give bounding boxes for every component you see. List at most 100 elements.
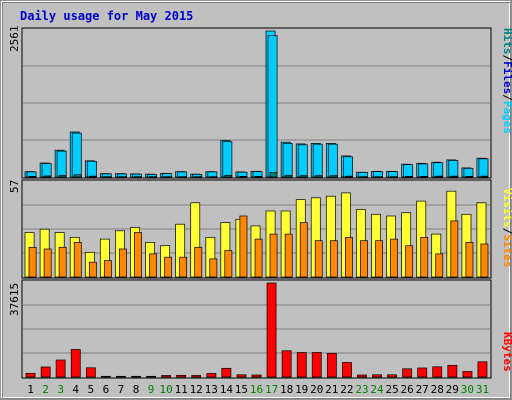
bar-sites: [360, 240, 368, 278]
panel-kbytes-max-label: 37615: [8, 283, 21, 316]
bar-kbytes: [161, 375, 172, 378]
bar-sites: [134, 232, 142, 278]
bar-sites: [194, 246, 203, 278]
bar-pages: [360, 176, 368, 178]
bar-pages: [239, 176, 248, 178]
x-tick-label: 14: [220, 383, 234, 396]
bar-pages: [345, 175, 353, 178]
x-tick-label: 9: [148, 383, 155, 396]
bar-files: [388, 171, 398, 178]
bar-kbytes: [402, 368, 413, 378]
bar-files: [448, 160, 459, 178]
legend-hits: Hits: [501, 28, 512, 55]
bar-kbytes: [311, 352, 322, 378]
x-tick-label: 16: [250, 383, 263, 396]
bar-kbytes: [432, 366, 443, 378]
bar-pages: [314, 175, 323, 178]
panel-visits-sites-max-label: 57: [8, 180, 21, 193]
bar-sites: [465, 242, 474, 278]
x-tick-label: 3: [57, 383, 64, 396]
bars-layer: [24, 30, 489, 378]
legend-hits-files-pages: Hits/Files/Pages: [501, 28, 512, 134]
bar-files: [312, 143, 323, 178]
bar-files: [56, 150, 67, 178]
x-axis-labels: 1 2 3 4 5 6 7 8 9 10 11 12 13 14 15 16 17 18 19 20 21 22 23 24 2…: [27, 383, 489, 396]
bar-sites: [480, 243, 489, 278]
bar-kbytes: [85, 367, 96, 378]
bar-kbytes: [372, 374, 382, 378]
bar-kbytes: [251, 374, 262, 378]
bar-pages: [73, 174, 82, 178]
bar-kbytes: [116, 375, 126, 378]
x-tick-label: 10: [159, 383, 172, 396]
bar-files: [433, 162, 444, 178]
bar-files: [418, 163, 429, 178]
bar-pages: [209, 176, 218, 178]
legend-visits: Visits: [501, 188, 512, 228]
bar-pages: [420, 176, 429, 178]
bar-sites: [224, 250, 233, 278]
legend-sites: Sites: [501, 234, 512, 267]
x-tick-label: 6: [103, 383, 110, 396]
bar-sites: [179, 256, 188, 278]
bar-sites: [450, 220, 459, 278]
bar-pages: [450, 175, 459, 178]
bar-pages: [119, 176, 127, 178]
bar-files: [297, 144, 308, 178]
bar-sites: [420, 237, 429, 278]
x-tick-label: 19: [295, 383, 308, 396]
bar-sites: [254, 238, 263, 278]
bar-kbytes: [462, 371, 473, 378]
bar-files: [343, 156, 353, 178]
bar-pages: [88, 175, 97, 178]
legend-visits-sites: Visits/Sites: [501, 188, 512, 268]
bar-sites: [119, 248, 127, 278]
panel-hits-files-pages-frame: [21, 27, 492, 179]
x-tick-label: 4: [72, 383, 79, 396]
bar-files: [86, 160, 97, 178]
bar-kbytes: [417, 367, 428, 378]
x-tick-label: 30: [461, 383, 474, 396]
x-tick-label: 21: [325, 383, 338, 396]
bar-pages: [435, 175, 444, 178]
bar-sites: [103, 260, 112, 278]
bar-kbytes: [296, 352, 307, 378]
x-tick-label: 27: [416, 383, 429, 396]
x-tick-label: 2: [42, 383, 49, 396]
bar-files: [373, 171, 383, 178]
x-tick-label: 13: [205, 383, 218, 396]
x-tick-label: 20: [310, 383, 323, 396]
bar-kbytes: [191, 375, 202, 378]
bar-sites: [329, 240, 338, 278]
bar-sites: [299, 222, 308, 278]
legend-sep-3: /: [501, 228, 512, 235]
legend-sep-2: /: [501, 94, 512, 101]
bar-kbytes: [206, 373, 217, 378]
x-tick-label: 18: [280, 383, 293, 396]
bar-kbytes: [221, 367, 232, 378]
bar-files: [403, 164, 414, 178]
x-tick-label: 11: [175, 383, 188, 396]
x-tick-label: 29: [446, 383, 459, 396]
x-tick-label: 23: [355, 383, 368, 396]
bar-files: [71, 132, 82, 178]
bar-sites: [73, 242, 82, 278]
bar-kbytes: [236, 374, 247, 378]
panel-visits-sites-frame: [21, 179, 492, 279]
bar-kbytes: [131, 375, 141, 378]
bar-pages: [284, 174, 293, 178]
bar-sites: [284, 233, 293, 278]
x-tick-label: 1: [27, 383, 34, 396]
bar-pages: [329, 175, 338, 178]
bar-pages: [299, 175, 308, 178]
bar-sites: [314, 240, 323, 278]
bar-pages: [28, 176, 37, 178]
x-tick-label: 12: [190, 383, 203, 396]
bar-kbytes: [25, 372, 36, 378]
bar-pages: [465, 176, 474, 178]
bar-sites: [164, 256, 173, 278]
x-tick-label: 5: [87, 383, 94, 396]
bar-pages: [254, 176, 263, 178]
